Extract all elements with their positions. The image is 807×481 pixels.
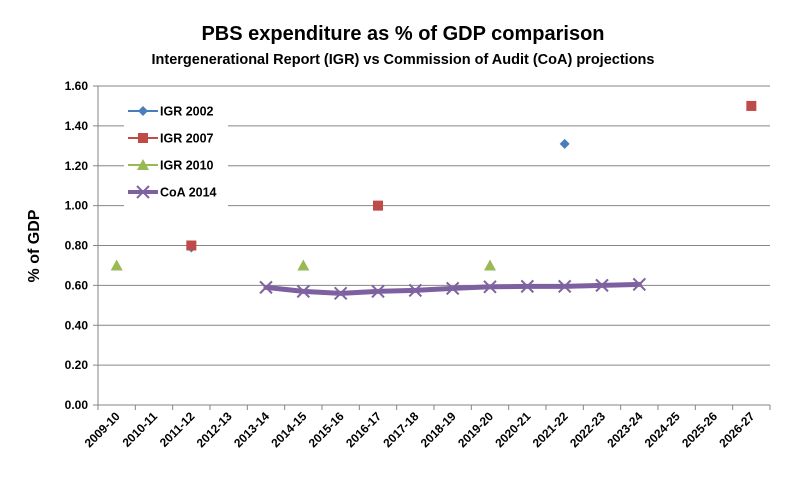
x-tick-label: 2010-11 [120, 409, 161, 450]
x-tick-label: 2026-27 [716, 409, 757, 450]
marker-stroke [445, 281, 460, 296]
x-tick-label: 2014-15 [268, 409, 309, 450]
y-tick-label: 1.00 [65, 199, 89, 213]
x-tick-label: 2015-16 [306, 409, 347, 450]
marker-stroke [520, 279, 535, 294]
x-tick-label: 2018-19 [418, 409, 459, 450]
y-axis-label: % of GDP [26, 209, 43, 282]
data-point-coa-2014 [595, 278, 609, 293]
x-tick-label: 2016-17 [343, 409, 384, 450]
axes [93, 85, 771, 410]
y-tick-label: 1.60 [65, 79, 89, 93]
plot-area [110, 100, 757, 301]
data-point-igr-2007 [746, 100, 757, 111]
x-tick-label: 2021-22 [530, 409, 571, 450]
data-point-coa-2014 [632, 277, 647, 292]
data-point-coa-2014 [520, 279, 535, 294]
x-tick-label: 2009-10 [82, 409, 123, 450]
legend-marker-igr-2002 [138, 106, 148, 116]
legend-label-igr-2007: IGR 2007 [160, 132, 214, 146]
x-tick-label: 2023-24 [604, 409, 645, 450]
x-tick-label: 2013-14 [231, 409, 272, 450]
data-point-igr-2010 [297, 259, 310, 271]
legend-label-igr-2002: IGR 2002 [160, 105, 214, 119]
marker-stroke [595, 278, 609, 293]
y-tick-label: 0.80 [65, 239, 89, 253]
y-tick-label: 0.20 [65, 358, 89, 372]
y-tick-label: 0.00 [65, 398, 89, 412]
marker-stroke [296, 284, 311, 299]
data-point-igr-2007 [373, 200, 383, 211]
legend-label-coa-2014: CoA 2014 [160, 186, 217, 200]
x-tick-label: 2025-26 [679, 409, 720, 450]
x-tick-label: 2022-23 [567, 409, 608, 450]
x-tick-labels: 2009-102010-112011-122012-132013-142014-… [82, 409, 758, 450]
chart-subtitle: Intergenerational Report (IGR) vs Commis… [152, 52, 655, 68]
legend: IGR 2002 IGR 2007 IGR 2010 CoA 2014 [124, 96, 228, 208]
marker-stroke [408, 283, 423, 298]
y-tick-label: 1.20 [65, 159, 89, 173]
data-point-coa-2014 [296, 284, 311, 299]
data-point-igr-2002 [559, 138, 570, 149]
marker-stroke [632, 277, 647, 292]
data-point-coa-2014 [557, 279, 572, 294]
data-point-coa-2014 [371, 284, 385, 299]
data-point-coa-2014 [483, 280, 497, 294]
legend-marker-coa-2014 [136, 185, 150, 199]
marker-stroke [557, 279, 572, 294]
x-tick-label: 2017-18 [380, 409, 421, 450]
data-point-igr-2010 [484, 259, 496, 271]
x-tick-label: 2024-25 [642, 409, 683, 450]
x-tick-label: 2011-12 [157, 409, 198, 450]
legend-marker-igr-2010 [137, 159, 149, 170]
y-tick-label: 0.60 [65, 278, 89, 292]
marker-stroke [333, 286, 348, 301]
x-tick-label: 2020-21 [492, 409, 533, 450]
data-point-igr-2010 [110, 259, 123, 271]
marker-stroke [483, 280, 497, 294]
data-point-igr-2007 [186, 240, 197, 251]
legend-label-igr-2010: IGR 2010 [160, 159, 214, 173]
data-point-coa-2014 [333, 286, 348, 301]
y-tick-labels: 0.00 0.20 0.40 0.60 0.80 1.00 1.20 1.40 1.60 [65, 79, 89, 412]
y-tick-label: 1.40 [65, 119, 89, 133]
marker-stroke [259, 280, 273, 295]
x-tick-label: 2019-20 [455, 409, 496, 450]
data-point-coa-2014 [408, 283, 423, 298]
marker-stroke [136, 185, 150, 199]
data-point-coa-2014 [259, 280, 273, 295]
data-point-coa-2014 [445, 281, 460, 296]
x-tick-label: 2012-13 [194, 409, 235, 450]
chart-title: PBS expenditure as % of GDP comparison [201, 23, 604, 45]
marker-stroke [371, 284, 385, 299]
legend-marker-igr-2007 [138, 133, 148, 143]
y-tick-label: 0.40 [65, 318, 89, 332]
